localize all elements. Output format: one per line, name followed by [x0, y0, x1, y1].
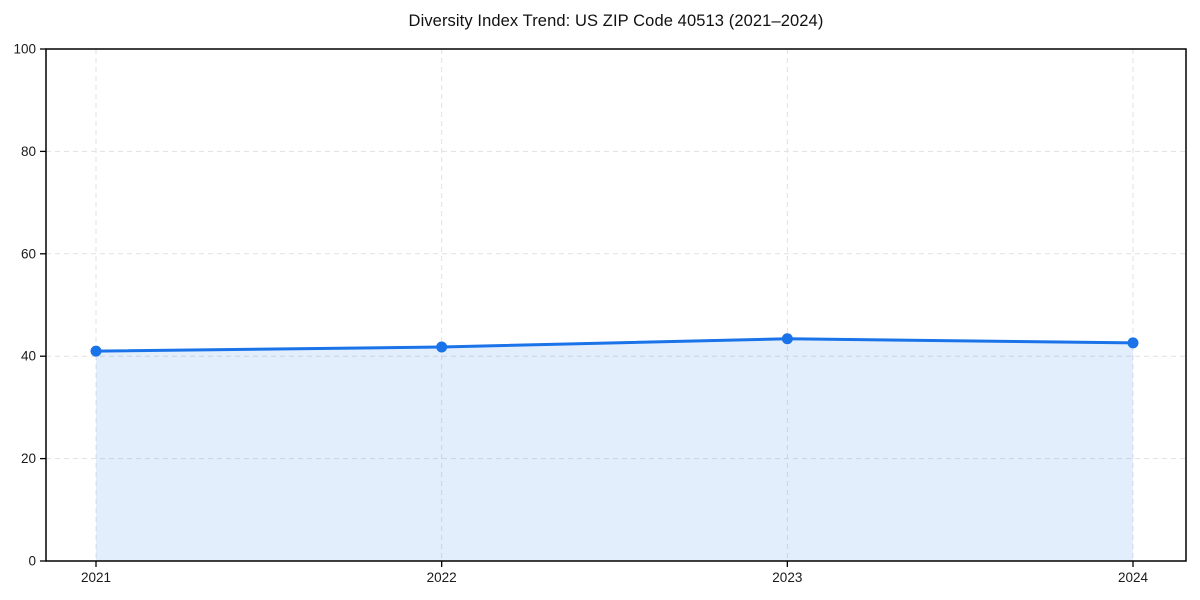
- y-tick-label: 0: [28, 554, 36, 569]
- y-tick-label: 40: [21, 349, 36, 364]
- x-tick-label: 2021: [81, 570, 111, 585]
- area-fill: [96, 338, 1133, 561]
- data-point-2021: [90, 345, 102, 357]
- y-tick-label: 20: [21, 451, 36, 466]
- y-tick-label: 100: [13, 42, 36, 57]
- data-point-2022: [436, 341, 448, 353]
- data-point-2024: [1127, 337, 1139, 349]
- y-tick-label: 60: [21, 246, 36, 261]
- data-point-2023: [781, 333, 793, 345]
- chart-title: Diversity Index Trend: US ZIP Code 40513…: [408, 12, 824, 30]
- axes-border: [45, 48, 1187, 562]
- y-tick-label: 80: [21, 144, 36, 159]
- trend-line: [94, 337, 1135, 353]
- x-tick-label: 2022: [427, 570, 457, 585]
- x-tick-label: 2024: [1118, 570, 1149, 585]
- x-tick-label: 2023: [772, 570, 802, 585]
